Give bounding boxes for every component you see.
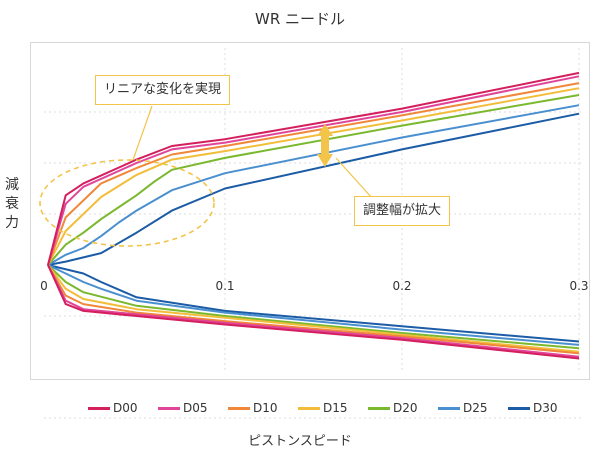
range-double-arrow xyxy=(317,124,333,167)
legend: D00 D05 D10 D15 D20 D25 D30 xyxy=(88,398,588,418)
legend-item-d10: D10 xyxy=(228,398,278,418)
legend-label: D20 xyxy=(393,401,418,415)
series-line-d10-extension xyxy=(47,82,580,266)
legend-item-d20: D20 xyxy=(368,398,418,418)
adjustment-range-callout: 調整幅が拡大 xyxy=(354,196,451,226)
legend-label: D10 xyxy=(253,401,278,415)
y-axis-label: 減衰力 xyxy=(4,176,20,233)
series-line-d30-compression xyxy=(47,264,580,343)
legend-swatch xyxy=(228,406,250,410)
plot-frame xyxy=(30,42,590,380)
legend-item-d30: D30 xyxy=(508,398,558,418)
legend-label: D15 xyxy=(323,401,348,415)
series-line-d20-extension xyxy=(47,94,580,266)
series-line-d00-extension xyxy=(47,71,580,266)
legend-item-d15: D15 xyxy=(298,398,348,418)
y-axis-label-char: 減 xyxy=(5,177,19,193)
tick-layer: 0 0.1 0.2 0.3 xyxy=(40,279,588,293)
linear-region-ellipse xyxy=(39,159,215,247)
x-tick-label: 0.3 xyxy=(569,279,588,293)
legend-label: D05 xyxy=(183,401,208,415)
legend-label: D00 xyxy=(113,401,138,415)
x-tick-label: 0.2 xyxy=(392,279,411,293)
legend-item-d25: D25 xyxy=(438,398,488,418)
legend-swatch xyxy=(508,406,530,410)
series-line-d05-extension xyxy=(47,75,580,266)
linear-change-callout: リニアな変化を実現 xyxy=(95,75,231,105)
legend-swatch xyxy=(368,406,390,410)
series-line-d15-compression xyxy=(47,264,580,353)
x-axis-label: ピストンスピード xyxy=(248,434,352,449)
legend-swatch xyxy=(158,406,180,410)
legend-swatch xyxy=(298,406,320,410)
legend-swatch xyxy=(438,406,460,410)
series-line-d05-compression xyxy=(47,264,580,358)
series-line-d10-compression xyxy=(47,264,580,355)
series-layer xyxy=(47,71,580,360)
legend-label: D30 xyxy=(533,401,558,415)
series-line-d25-extension xyxy=(47,104,580,266)
y-axis-label-char: 力 xyxy=(5,215,19,231)
legend-label: D25 xyxy=(463,401,488,415)
chart-title: WR ニードル xyxy=(254,10,346,28)
legend-item-d05: D05 xyxy=(158,398,208,418)
series-line-d30-extension xyxy=(47,112,580,266)
y-axis-label-char: 衰 xyxy=(5,196,19,212)
x-tick-label: 0 xyxy=(40,279,48,293)
legend-item-d00: D00 xyxy=(88,398,138,418)
series-line-d15-extension xyxy=(47,87,580,266)
linear-callout-leader xyxy=(132,105,153,161)
series-line-d25-compression xyxy=(47,264,580,346)
x-tick-label: 0.1 xyxy=(215,279,234,293)
series-line-d20-compression xyxy=(47,264,580,350)
legend-swatch xyxy=(88,406,110,410)
series-line-d00-compression xyxy=(47,264,580,360)
range-callout-leader xyxy=(335,157,373,199)
